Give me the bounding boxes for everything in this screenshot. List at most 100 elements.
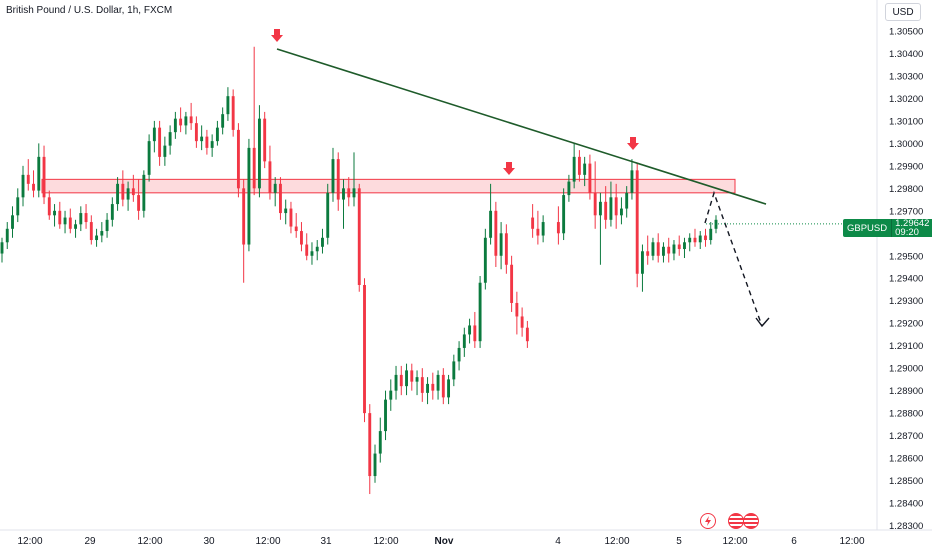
x-tick-label: 12:00 <box>839 536 864 547</box>
down-arrow-marker <box>627 137 639 150</box>
candle-body <box>173 118 177 133</box>
candle-body <box>619 208 623 216</box>
candle-body <box>252 147 256 189</box>
candle-body <box>147 141 151 175</box>
candle-body <box>405 370 408 387</box>
candle-body <box>531 217 535 229</box>
x-tick-label: Nov <box>435 536 454 547</box>
candle-body <box>415 377 419 382</box>
x-tick-label: 12:00 <box>255 536 280 547</box>
candle-body <box>431 383 435 391</box>
candle-body <box>462 334 466 348</box>
candle-body <box>289 208 293 227</box>
candle-body <box>53 210 56 216</box>
us-flag-event-icon[interactable] <box>743 513 759 529</box>
candle-body <box>168 132 172 146</box>
candle-body <box>662 246 665 256</box>
candle-body <box>667 246 671 254</box>
candle-body <box>384 399 387 432</box>
y-tick-label: 1.29900 <box>889 161 923 172</box>
candle-body <box>698 235 702 243</box>
candle-body <box>305 244 309 256</box>
candle-body <box>352 188 356 198</box>
y-tick-label: 1.29500 <box>889 251 923 262</box>
candle-body <box>21 174 25 198</box>
candle-body <box>478 282 482 342</box>
candle-body <box>126 188 130 200</box>
candle-body <box>688 237 692 243</box>
candle-body <box>562 195 566 234</box>
price-label-countdown: 09:20 <box>895 227 919 238</box>
candle-body <box>583 163 587 175</box>
y-tick-label: 1.30300 <box>889 71 923 82</box>
x-tick-label: 5 <box>676 536 682 547</box>
currency-button[interactable]: USD <box>885 3 921 21</box>
candle-body <box>556 222 560 234</box>
candle-body <box>105 219 109 232</box>
candle-body <box>604 201 608 220</box>
y-tick-label: 1.29100 <box>889 341 923 352</box>
candle-body <box>152 127 156 142</box>
us-flag-event-icon[interactable] <box>728 513 744 529</box>
candle-body <box>468 325 472 335</box>
y-tick-label: 1.30000 <box>889 139 923 150</box>
candle-body <box>410 370 414 382</box>
trendline <box>276 48 767 205</box>
x-tick-label: 31 <box>320 536 332 547</box>
y-tick-label: 1.29400 <box>889 274 923 285</box>
candle-body <box>572 156 576 182</box>
candle-body <box>184 116 188 126</box>
candle-body <box>336 159 340 200</box>
candle-body <box>541 222 545 236</box>
candle-body <box>142 174 146 211</box>
candle-body <box>163 145 167 157</box>
candle-body <box>436 374 440 391</box>
candle-body <box>357 188 361 285</box>
x-tick-label: 12:00 <box>373 536 398 547</box>
candle-body <box>315 246 319 252</box>
candle-body <box>32 183 35 191</box>
candle-body <box>426 383 429 393</box>
down-arrow-marker <box>271 29 283 42</box>
candle-body <box>189 116 193 124</box>
candle-body <box>236 129 240 189</box>
candle-body <box>16 197 20 216</box>
lightning-event-icon[interactable] <box>700 513 716 529</box>
candle-body <box>588 163 592 193</box>
y-tick-label: 1.28700 <box>889 431 923 442</box>
y-tick-label: 1.28600 <box>889 454 923 465</box>
x-tick-label: 12:00 <box>604 536 629 547</box>
down-arrow-marker <box>503 162 515 175</box>
candle-body <box>452 361 456 380</box>
candle-body <box>310 251 314 256</box>
candle-body <box>263 118 267 162</box>
candle-body <box>5 228 9 243</box>
candle-body <box>525 327 529 342</box>
candle-body <box>704 235 707 241</box>
candle-body <box>394 374 398 391</box>
candle-body <box>536 228 540 236</box>
candle-body <box>205 136 209 148</box>
candle-body <box>709 228 713 241</box>
projection-arrowhead <box>755 317 770 328</box>
candle-body <box>116 183 120 205</box>
candle-body <box>625 192 629 209</box>
candle-body <box>110 204 114 220</box>
candle-body <box>331 159 335 193</box>
candle-body <box>483 237 487 283</box>
candle-body <box>268 161 272 193</box>
candle-body <box>693 237 697 243</box>
candle-body <box>179 118 183 126</box>
x-tick-label: 12:00 <box>17 536 42 547</box>
candle-body <box>614 197 618 216</box>
candle-body <box>326 192 330 238</box>
candle-body <box>0 242 4 254</box>
last-price-label: GBPUSD 1.29642 09:20 <box>843 219 932 238</box>
candle-body <box>300 231 303 245</box>
candle-body <box>593 192 597 216</box>
candle-body <box>373 453 377 477</box>
candle-body <box>273 183 277 193</box>
candle-body <box>635 170 639 274</box>
